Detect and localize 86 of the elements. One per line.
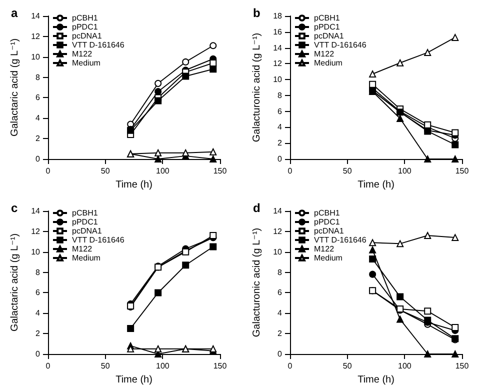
y-tick-label: 4: [278, 308, 283, 318]
y-tick-label: 16: [273, 27, 283, 36]
y-tick-label: 12: [273, 59, 283, 68]
legend-label: M122: [72, 50, 93, 58]
y-tick-label: 6: [36, 288, 41, 298]
y-tick-label: 8: [278, 268, 283, 277]
y-tick-label: 6: [278, 288, 283, 298]
y-axis-title: Galacturonic acid (g L⁻¹): [252, 228, 263, 338]
x-tick-label: 0: [46, 362, 51, 370]
y-tick-label: 10: [31, 52, 41, 62]
x-tick-label: 150: [213, 166, 228, 176]
legend-label: pcDNA1: [72, 226, 102, 236]
x-tick-label: 50: [342, 362, 352, 370]
x-axis-title: Time (h): [358, 179, 394, 190]
legend-label: pCBH1: [72, 14, 98, 22]
chart-title: a: [11, 6, 18, 20]
legend-label: Medium: [314, 58, 343, 68]
x-tick-label: 150: [213, 362, 228, 370]
chart-title: d: [253, 201, 260, 215]
y-tick-label: 14: [31, 206, 41, 216]
legend-label: VTT D-161646: [72, 40, 125, 50]
y-axis-title: Galacturonic acid (g L⁻¹): [252, 32, 263, 142]
x-tick-label: 100: [156, 166, 170, 176]
y-tick-label: 6: [36, 93, 41, 102]
x-tick-label: 0: [288, 362, 293, 370]
y-tick-label: 0: [36, 350, 41, 358]
legend-label: pcDNA1: [314, 226, 344, 236]
legend-label: pPDC1: [72, 218, 98, 226]
y-tick-label: 8: [36, 72, 41, 82]
y-tick-label: 2: [278, 138, 283, 148]
legend-label: VTT D-161646: [314, 236, 367, 244]
x-tick-label: 0: [288, 166, 293, 176]
legend-label: Medium: [72, 254, 101, 262]
y-tick-label: 2: [36, 329, 41, 338]
y-tick-label: 4: [36, 114, 41, 123]
legend-label: Medium: [72, 58, 101, 68]
y-tick-label: 10: [273, 75, 283, 84]
legend-label: pcDNA1: [72, 32, 102, 40]
chart-title: b: [253, 6, 260, 20]
legend-label: pcDNA1: [314, 32, 344, 40]
x-tick-label: 100: [398, 166, 412, 176]
legend-label: VTT D-161646: [314, 40, 367, 50]
x-tick-label: 50: [342, 166, 352, 176]
legend-label: M122: [72, 244, 93, 254]
legend-label: Medium: [314, 254, 343, 262]
y-tick-label: 0: [278, 154, 283, 164]
y-tick-label: 0: [36, 154, 41, 164]
y-tick-label: 2: [36, 134, 41, 144]
y-tick-label: 10: [273, 247, 283, 256]
x-tick-label: 100: [398, 362, 412, 370]
x-tick-label: 100: [156, 362, 170, 370]
x-axis-title: Time (h): [358, 374, 394, 386]
legend-label: pCBH1: [314, 14, 340, 22]
legend-label: pPDC1: [72, 22, 98, 32]
chart-title: c: [11, 201, 18, 215]
legend-label: VTT D-161646: [72, 236, 125, 244]
y-tick-label: 12: [273, 226, 283, 236]
y-tick-label: 8: [278, 90, 283, 100]
y-tick-label: 18: [273, 12, 283, 20]
x-tick-label: 0: [46, 166, 51, 176]
y-axis-title: Galactaric acid (g L⁻¹): [10, 233, 21, 332]
y-tick-label: 8: [36, 268, 41, 277]
x-tick-label: 150: [455, 166, 470, 176]
y-tick-label: 14: [273, 206, 283, 216]
y-tick-label: 14: [31, 12, 41, 20]
legend-label: M122: [314, 244, 335, 254]
y-tick-label: 4: [278, 122, 283, 132]
y-tick-label: 10: [31, 247, 41, 256]
y-tick-label: 6: [278, 106, 283, 116]
y-tick-label: 4: [36, 308, 41, 318]
legend-label: M122: [314, 50, 335, 58]
legend-label: pCBH1: [72, 208, 98, 218]
y-tick-label: 2: [278, 329, 283, 338]
legend-label: pCBH1: [314, 208, 340, 218]
y-tick-label: 12: [31, 226, 41, 236]
x-tick-label: 50: [100, 362, 110, 370]
y-tick-label: 12: [31, 32, 41, 41]
y-tick-label: 14: [273, 43, 283, 52]
x-tick-label: 150: [455, 362, 470, 370]
y-axis-title: Galactaric acid (g L⁻¹): [10, 38, 21, 137]
y-tick-label: 0: [278, 350, 283, 358]
x-axis-title: Time (h): [116, 179, 152, 190]
legend-label: pPDC1: [314, 22, 340, 32]
x-tick-label: 50: [100, 166, 110, 176]
x-axis-title: Time (h): [116, 374, 152, 386]
legend-label: pPDC1: [314, 218, 340, 226]
